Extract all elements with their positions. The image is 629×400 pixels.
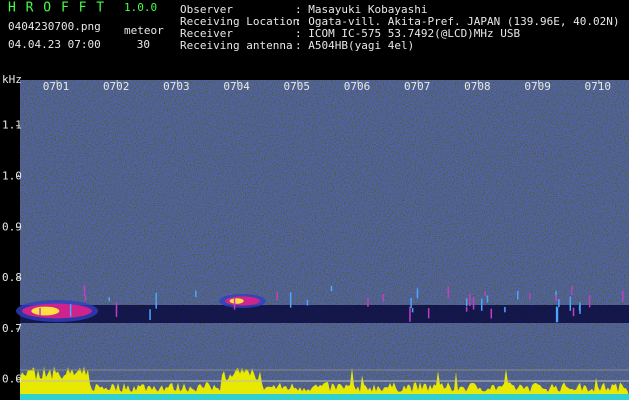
y-tick-label: 1.1 bbox=[2, 119, 22, 132]
level-trace bbox=[20, 366, 629, 400]
meteor-count: 30 bbox=[137, 38, 150, 51]
info-label: Receiver bbox=[180, 27, 233, 40]
meteor-echo bbox=[229, 298, 244, 304]
y-tick-label: 0.9 bbox=[2, 220, 22, 233]
spectrogram-noise bbox=[20, 80, 629, 400]
y-tick-label: 0.7 bbox=[2, 322, 22, 335]
info-label: Observer bbox=[180, 3, 233, 16]
file-name: 0404230700.png bbox=[8, 20, 101, 33]
time-label: 0705 bbox=[284, 80, 311, 93]
y-tick-label: 0.6 bbox=[2, 373, 22, 386]
info-label: Receiving Location bbox=[180, 15, 299, 28]
time-label: 0701 bbox=[43, 80, 70, 93]
meteor-label: meteor bbox=[124, 24, 164, 37]
time-label: 0703 bbox=[163, 80, 190, 93]
signal-band bbox=[20, 305, 629, 323]
y-tick-label: 0.8 bbox=[2, 271, 22, 284]
info-value: : Masayuki Kobayashi bbox=[295, 3, 427, 16]
app-version: 1.0.0 bbox=[124, 1, 157, 14]
y-tick-label: 1.0 bbox=[2, 170, 22, 183]
time-label: 0706 bbox=[344, 80, 371, 93]
date-time: 04.04.23 07:00 bbox=[8, 38, 101, 51]
info-label: Receiving antenna bbox=[180, 39, 293, 52]
spectrogram bbox=[16, 285, 629, 400]
time-label: 0702 bbox=[103, 80, 130, 93]
meteor-echo bbox=[31, 306, 60, 316]
time-label: 0704 bbox=[223, 80, 250, 93]
time-label: 0709 bbox=[524, 80, 551, 93]
time-label: 0708 bbox=[464, 80, 491, 93]
time-label: 0710 bbox=[585, 80, 612, 93]
time-label: 0707 bbox=[404, 80, 431, 93]
info-value: : Ogata-vill. Akita-Pref. JAPAN (139.96E… bbox=[295, 15, 620, 28]
level-floor bbox=[20, 394, 629, 400]
info-value: : A504HB(yagi 4el) bbox=[295, 39, 414, 52]
info-value: : ICOM IC-575 53.7492(@LCD)MHz USB bbox=[295, 27, 521, 40]
axis-unit: kHz bbox=[2, 73, 22, 86]
app-title: H R O F F T bbox=[8, 1, 105, 16]
